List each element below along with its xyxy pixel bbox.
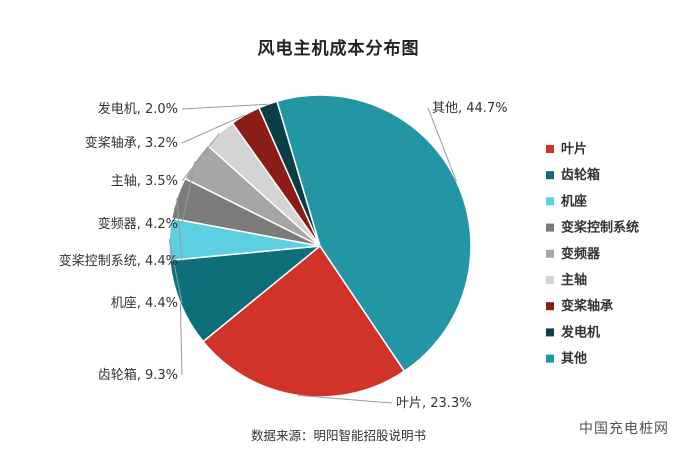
legend-label-0: 叶片 [561,141,587,157]
leader-line-0 [297,394,393,404]
watermark: 中国充电桩网 [579,421,669,437]
legend-swatch-5 [546,276,554,284]
leader-line-7 [181,103,268,110]
data-labels: 叶片, 23.3% 齿轮箱, 9.3% 机座, 4.4% 变桨控制系统, 4.4% 变频… [59,101,508,411]
legend-label-6: 变桨轴承 [561,298,613,314]
leader-line-5 [181,133,220,182]
legend-label-7: 发电机 [560,324,600,340]
legend-label-1: 齿轮箱 [561,167,600,183]
legend-swatch-2 [546,197,554,206]
data-label-3: 变桨控制系统, 4.4% [59,253,178,269]
data-label-6: 变桨轴承, 3.2% [85,135,178,151]
data-label-7: 发电机, 2.0% [98,101,178,117]
legend-swatch-1 [546,171,554,180]
data-label-2: 机座, 4.4% [111,296,178,311]
data-label-1: 齿轮箱, 9.3% [98,367,178,383]
pie-slices [168,94,472,398]
data-label-8: 其他, 44.7% [432,101,508,116]
legend-swatch-4 [546,249,554,258]
legend-swatch-0 [546,145,554,153]
data-label-5: 主轴, 3.5% [111,174,178,189]
leader-line-8 [427,107,457,182]
legend-swatch-3 [546,223,554,232]
leader-line-2 [168,239,183,304]
chart-title: 风电主机成本分布图 [257,39,420,59]
legend-swatch-6 [546,302,554,311]
legend-label-8: 其他 [561,351,587,367]
leader-line-1 [179,303,183,376]
label-leader-lines [168,103,457,404]
source-note: 数据来源：明阳智能招股说明书 [250,428,426,443]
leader-line-4 [181,161,196,225]
leader-line-3 [176,197,183,262]
legend-swatch-8 [546,354,554,363]
legend-swatch-7 [546,328,554,337]
pie-slice-8 [276,94,472,373]
legend-label-4: 变频器 [561,246,601,262]
legend-label-3: 变桨控制系统 [561,220,639,236]
legend-label-2: 机座 [561,193,587,209]
data-label-4: 变频器, 4.2% [98,216,178,232]
pie-slice-1 [168,245,323,343]
legend-label-5: 主轴 [561,272,587,288]
data-label-0: 叶片, 23.3% [396,396,472,411]
leader-line-6 [181,114,246,144]
